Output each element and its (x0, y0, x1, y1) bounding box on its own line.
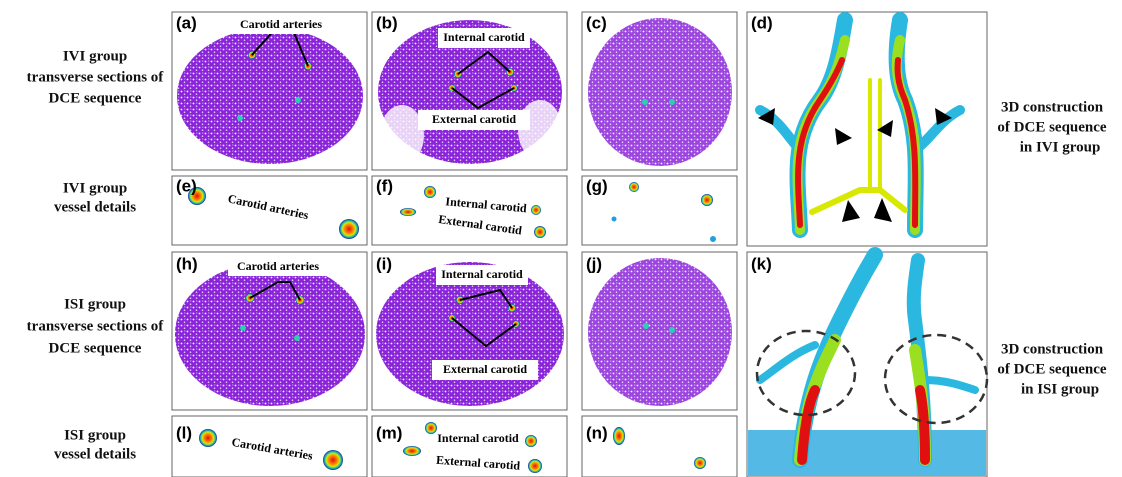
panel-label: (m) (376, 423, 402, 442)
label-line: transverse sections of (27, 318, 165, 334)
panel-label: (e) (176, 176, 197, 195)
annotation: External carotid (432, 112, 516, 126)
panel: (d) (747, 12, 987, 246)
label-line: DCE sequence (49, 340, 142, 356)
annotation: Internal carotid (437, 431, 519, 445)
panel: Carotid arteries (h) (172, 252, 367, 410)
panel: Internal carotid External carotid (f) (372, 176, 567, 245)
section-image (177, 28, 363, 164)
row-label: IVI group transverse sections of DCE seq… (27, 48, 165, 462)
vessel (199, 429, 217, 447)
panel: (n) (582, 416, 737, 477)
panel: Carotid arteries (a) (172, 12, 367, 170)
image-detail (380, 105, 424, 165)
vessel (613, 427, 625, 445)
vessel (710, 236, 716, 242)
panel: Internal carotid External carotid (m) (372, 416, 567, 477)
panel: (g) (582, 176, 737, 245)
vessel (424, 186, 436, 198)
vessel (339, 219, 359, 239)
panel-label: (h) (176, 254, 198, 273)
vessel (694, 457, 706, 469)
vessel (612, 217, 617, 222)
panel: (j) (582, 252, 737, 410)
label-line: of DCE sequence (997, 119, 1107, 135)
annotation: Internal carotid (441, 267, 523, 281)
section-image (588, 258, 732, 406)
vessel (525, 435, 537, 447)
vessel (400, 208, 416, 216)
panel-label: (d) (751, 13, 773, 32)
vessel (642, 99, 648, 105)
vessel (240, 325, 246, 331)
vessel (528, 459, 542, 473)
panel: Internal carotid External carotid (b) (372, 12, 567, 170)
annotation: Carotid arteries (237, 259, 319, 273)
label-line: of DCE sequence (997, 361, 1107, 377)
annotation: External carotid (443, 362, 527, 376)
section-image (588, 18, 732, 166)
vessel (425, 422, 437, 434)
panel-label: (k) (751, 254, 772, 273)
panel: (k) (747, 252, 987, 477)
vessel (701, 194, 713, 206)
panel: Carotid arteries (e) (172, 176, 367, 245)
panel-label: (g) (586, 176, 608, 195)
panel-label: (j) (586, 254, 602, 273)
label-line: ISI group (64, 427, 126, 443)
label-line: in IVI group (1020, 139, 1101, 155)
section-image (175, 262, 365, 406)
panel: (c) (582, 12, 737, 170)
panel-label: (l) (176, 423, 192, 442)
vessel (643, 323, 649, 329)
vessel (323, 450, 343, 470)
panel-label: (a) (176, 13, 197, 32)
vessel (403, 446, 421, 456)
vessel (294, 335, 300, 341)
panel-label: (i) (376, 254, 392, 273)
label-line: vessel details (54, 199, 136, 215)
label-line: IVI group (63, 180, 127, 196)
panel-label: (f) (376, 176, 393, 195)
vessel (295, 97, 301, 103)
label-line: DCE sequence (49, 90, 142, 106)
vessel (534, 226, 546, 238)
panel-label: (b) (376, 13, 398, 32)
label-line: 3D construction (1001, 341, 1104, 357)
label-line: in ISI group (1021, 381, 1099, 397)
vessel-render (748, 430, 986, 476)
label-line: 3D construction (1001, 99, 1104, 115)
vessel (669, 99, 675, 105)
annotation: Internal carotid (443, 30, 525, 44)
panel: Internal carotid External carotid (i) (372, 252, 567, 410)
vessel (531, 205, 541, 215)
panel-label: (c) (586, 13, 607, 32)
vessel (237, 115, 243, 121)
label-line: IVI group (63, 48, 127, 64)
side-label: 3D construction of DCE sequence in IVI g… (997, 99, 1107, 397)
label-line: ISI group (64, 296, 126, 312)
vessel (629, 182, 639, 192)
panel-label: (n) (586, 423, 608, 442)
figure: IVI group transverse sections of DCE seq… (0, 0, 1122, 477)
label-line: transverse sections of (27, 69, 165, 85)
annotation: Carotid arteries (240, 17, 322, 31)
label-line: vessel details (54, 446, 136, 462)
panel: Carotid arteries (l) (172, 416, 367, 477)
vessel (669, 327, 675, 333)
